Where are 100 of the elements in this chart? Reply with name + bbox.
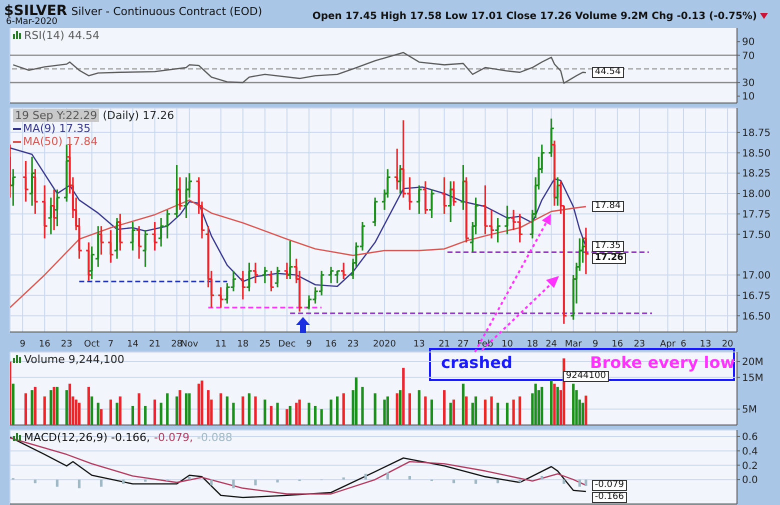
bar xyxy=(396,393,398,425)
y-tick-label: 5M xyxy=(742,404,757,416)
bar xyxy=(118,396,122,425)
bar xyxy=(232,480,235,488)
bar xyxy=(418,390,420,425)
bar xyxy=(572,384,575,425)
bar xyxy=(12,384,14,425)
x-tick-label: 23 xyxy=(347,339,359,350)
x-tick-label: 13 xyxy=(413,339,425,350)
y-tick-label: 0.4 xyxy=(742,446,758,458)
annotation: (Daily) 17.26 xyxy=(102,109,174,122)
x-tick-label: 23 xyxy=(634,339,646,350)
line-series xyxy=(10,147,587,288)
bar xyxy=(540,476,544,480)
bar xyxy=(386,472,389,480)
x-tick-label: 16 xyxy=(325,339,338,350)
bar xyxy=(398,390,402,425)
bar xyxy=(68,384,72,425)
bar xyxy=(176,396,178,425)
legend-label: MA(50) 17.84 xyxy=(22,135,99,148)
x-tick-label: Mar xyxy=(564,339,582,350)
x-tick-label: 28 xyxy=(171,339,183,350)
x-tick-label: 10 xyxy=(502,339,514,350)
x-tick-label: 23 xyxy=(60,339,72,350)
y-tick-label: 20M xyxy=(742,357,764,368)
x-tick-label: 18 xyxy=(237,339,249,350)
annotation: 19 Sep Y:22.29 xyxy=(13,109,100,122)
x-tick-label: 11 xyxy=(215,339,227,350)
bar xyxy=(220,393,222,425)
bar xyxy=(474,480,478,484)
text: Open 17.45 High 17.58 Low 17.01 Close 17.26 Volume 9.2M Chg -0.13 (-0.75%) xyxy=(312,11,758,22)
bar xyxy=(188,393,191,425)
line-series xyxy=(12,52,587,84)
data-label: 9244100 xyxy=(562,370,609,382)
y-tick-label: 17.75 xyxy=(742,209,771,220)
y-tick-label: 15M xyxy=(742,372,764,384)
bar xyxy=(100,409,103,425)
bar xyxy=(264,400,266,425)
x-tick-label: 16 xyxy=(612,339,624,350)
bar xyxy=(584,396,588,425)
x-tick-label: 2020 xyxy=(373,339,396,350)
bar xyxy=(144,406,147,425)
bar xyxy=(78,402,81,425)
bar xyxy=(518,396,522,425)
bar xyxy=(506,402,509,425)
bar xyxy=(254,480,257,486)
x-tick-label: 14 xyxy=(127,339,139,350)
x-tick-label: 21 xyxy=(438,339,450,350)
bar xyxy=(342,477,345,480)
x-tick-label: 7 xyxy=(108,339,114,350)
y-tick-label: 90 xyxy=(742,37,755,48)
text: -0.079, xyxy=(154,431,193,444)
x-tick-label: Oct xyxy=(84,339,100,350)
bar xyxy=(242,396,244,425)
bar xyxy=(386,396,389,425)
bar xyxy=(122,480,125,484)
bar xyxy=(56,480,59,487)
y-tick-label: 10 xyxy=(742,92,755,103)
series-label: MACD(12,26,9) -0.166, xyxy=(24,431,150,444)
bar xyxy=(553,384,556,425)
bar xyxy=(232,402,235,425)
bar xyxy=(248,393,250,425)
bar xyxy=(443,390,446,425)
chart-subtitle: Silver - Continuous Contract (EOD) xyxy=(71,5,262,18)
bar xyxy=(276,402,279,425)
bar xyxy=(78,480,81,488)
bar xyxy=(131,406,134,425)
y-tick-label: 0.0 xyxy=(742,475,758,486)
y-tick-label: 0.6 xyxy=(742,432,758,444)
bar xyxy=(408,393,411,425)
bar xyxy=(314,406,317,425)
bar xyxy=(153,400,156,425)
bar xyxy=(556,386,559,425)
x-tick-label: Dec xyxy=(278,339,296,350)
y-tick-label: 30 xyxy=(742,78,755,90)
x-tick-label: 6 xyxy=(680,339,687,350)
bar xyxy=(465,396,468,425)
bar xyxy=(534,384,537,425)
bar xyxy=(452,480,456,484)
bar xyxy=(206,390,210,425)
text: RSI(14) 44.54 xyxy=(24,29,100,42)
bar xyxy=(200,380,204,425)
bar xyxy=(496,480,500,484)
bar xyxy=(254,396,257,425)
x-tick-label: 18 xyxy=(526,339,538,350)
bar xyxy=(518,480,522,482)
bar xyxy=(298,400,301,425)
bar xyxy=(354,377,358,425)
bar xyxy=(109,400,112,425)
y-tick-label: 17.50 xyxy=(742,230,771,241)
bar xyxy=(116,402,118,425)
x-tick-label: 21 xyxy=(149,339,160,350)
bar xyxy=(56,386,59,425)
bar xyxy=(364,474,367,480)
bar xyxy=(210,480,213,486)
x-tick-label: Nov xyxy=(180,339,199,350)
bar xyxy=(226,396,228,425)
bar xyxy=(178,390,182,425)
bar xyxy=(24,393,28,425)
line-series xyxy=(10,199,587,308)
